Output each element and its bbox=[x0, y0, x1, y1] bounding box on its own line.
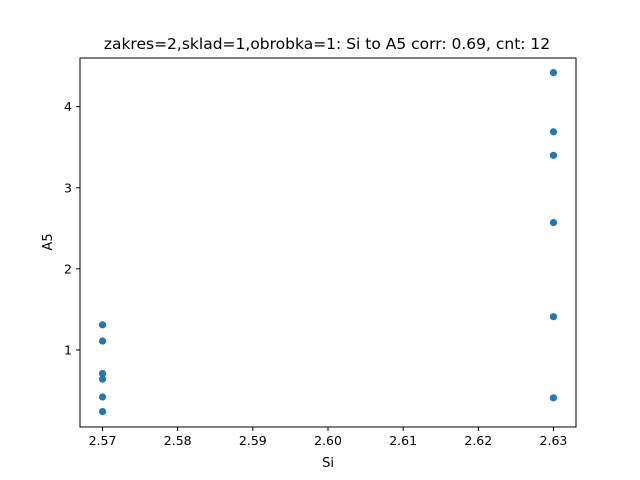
data-point-5 bbox=[98, 393, 107, 401]
x-tick-label: 2.60 bbox=[314, 433, 342, 448]
plot-frame bbox=[79, 57, 577, 428]
data-point-4 bbox=[98, 375, 107, 383]
x-axis-label: Si bbox=[322, 456, 334, 471]
y-tick-label: 2 bbox=[64, 261, 72, 276]
data-point-8 bbox=[549, 128, 558, 136]
y-axis-ticks: 1 2 3 4 bbox=[64, 99, 80, 357]
data-point-6 bbox=[98, 407, 107, 416]
x-axis-ticks: 2.57 2.58 2.59 2.60 2.61 2.62 2.63 bbox=[89, 427, 568, 448]
data-point-3 bbox=[98, 369, 107, 378]
x-tick-label: 2.59 bbox=[239, 433, 267, 448]
data-point-12 bbox=[549, 394, 558, 402]
data-point-11 bbox=[549, 313, 558, 321]
data-point-1 bbox=[98, 321, 107, 329]
data-point-10 bbox=[549, 219, 558, 227]
x-tick-label: 2.57 bbox=[89, 433, 117, 448]
data-point-9 bbox=[549, 151, 558, 159]
x-tick-label: 2.58 bbox=[164, 433, 192, 448]
y-tick-label: 3 bbox=[64, 180, 72, 195]
y-axis-label: A5 bbox=[41, 233, 56, 250]
x-tick-label: 2.62 bbox=[464, 433, 492, 448]
data-points bbox=[98, 68, 558, 416]
chart-title: zakres=2,sklad=1,obrobka=1: Si to A5 cor… bbox=[104, 35, 550, 53]
x-tick-label: 2.63 bbox=[540, 433, 568, 448]
y-tick-label: 1 bbox=[64, 342, 72, 357]
x-tick-label: 2.61 bbox=[389, 433, 417, 448]
data-point-7 bbox=[549, 68, 558, 77]
y-tick-label: 4 bbox=[64, 99, 72, 114]
data-point-2 bbox=[98, 337, 107, 345]
